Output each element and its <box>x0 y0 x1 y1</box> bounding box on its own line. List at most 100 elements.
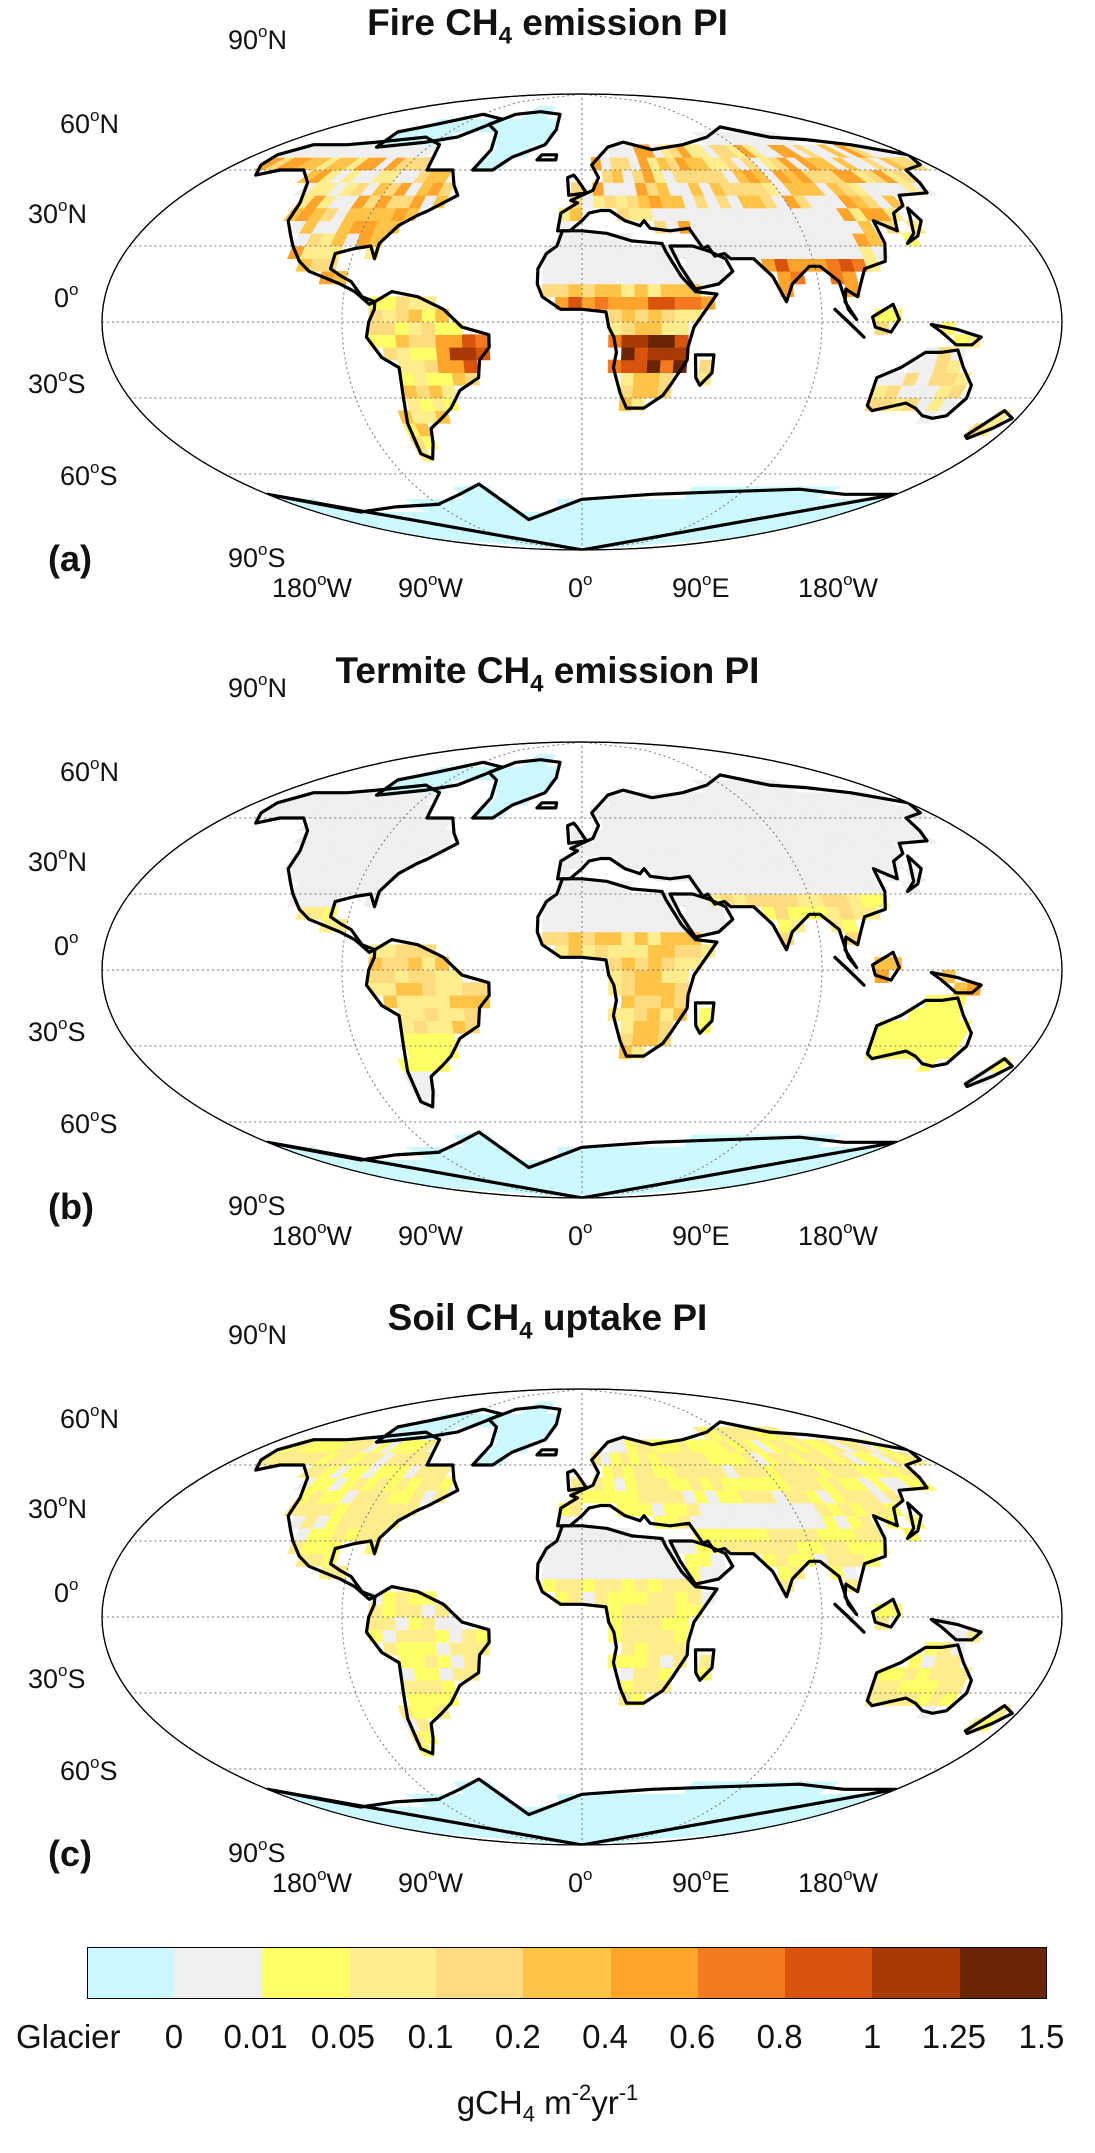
coastline-nz <box>963 1704 1014 1736</box>
land-cell <box>381 1591 397 1605</box>
land-cell <box>594 931 609 946</box>
land-cell <box>620 1007 635 1022</box>
land-cell <box>440 1032 457 1047</box>
coastline-australia <box>865 996 973 1068</box>
land-cell <box>581 233 595 247</box>
land-cell <box>568 1578 583 1593</box>
land-cell <box>381 956 396 971</box>
land-cell <box>709 1553 726 1567</box>
land-cell <box>581 893 596 907</box>
land-cell <box>659 1566 675 1580</box>
land-cell <box>607 258 622 272</box>
colorbar-tick-label: 0.8 <box>756 2018 803 2055</box>
land-cell <box>463 359 479 374</box>
land-cell <box>674 944 689 958</box>
land-cell <box>659 919 675 933</box>
land-cell <box>555 1578 570 1593</box>
land-cell <box>581 1553 596 1567</box>
land-cell <box>574 1806 583 1821</box>
land-cell <box>409 1641 425 1656</box>
colorbar-cell <box>697 1947 786 1999</box>
land-cell <box>607 1578 623 1593</box>
land-cell <box>425 372 442 386</box>
land-cell <box>607 1566 622 1580</box>
land-cell <box>646 1654 662 1669</box>
land-cell <box>461 334 477 348</box>
coastline-africa <box>535 1524 719 1705</box>
meridian-line <box>341 1388 583 1846</box>
coastline-antarctica <box>266 482 898 550</box>
lat-label: 90oN <box>228 1317 288 1350</box>
colorbar-cell <box>348 1947 437 1999</box>
land-cell <box>568 931 583 946</box>
land-cell <box>421 321 436 336</box>
land-cell <box>475 334 490 348</box>
land-cell <box>592 1490 606 1504</box>
lon-label: 180oW <box>272 570 353 603</box>
land-cell <box>647 1591 663 1605</box>
land-cell <box>687 1591 703 1605</box>
land-cell <box>451 1020 468 1034</box>
colorbar-cell <box>174 1947 263 1999</box>
land-cell <box>569 881 583 895</box>
land-cell <box>594 1591 609 1605</box>
land-cell <box>603 843 617 857</box>
land-cell <box>647 346 662 361</box>
land-cell <box>435 346 451 361</box>
land-cell <box>674 296 689 310</box>
land-cell <box>660 1578 676 1593</box>
land-cell <box>608 296 623 310</box>
land-cell <box>555 931 570 946</box>
land-cell <box>646 1007 662 1022</box>
land-cell <box>647 1641 662 1656</box>
land-cell <box>632 906 648 920</box>
land-cell <box>620 1654 635 1669</box>
colorbar-cell <box>785 1947 873 1999</box>
land-cell <box>408 956 423 971</box>
land-cell <box>620 906 635 920</box>
land-cell <box>593 233 608 247</box>
land-cell <box>555 271 570 285</box>
land-cell <box>381 944 397 958</box>
land-cell <box>647 994 662 1009</box>
land-cell <box>462 994 478 1009</box>
colorbar-glacier-label: Glacier <box>16 2018 121 2055</box>
land-cell <box>394 969 410 984</box>
land-cell <box>709 258 726 272</box>
lat-label: 30oS <box>28 366 86 399</box>
land-cell <box>581 843 594 857</box>
land-cell <box>607 906 622 920</box>
land-cell <box>408 321 423 336</box>
land-cell <box>434 1616 450 1631</box>
land-cell <box>394 308 410 323</box>
land-cell <box>633 919 649 933</box>
land-cell <box>461 1629 477 1643</box>
meridian-line <box>581 1388 823 1846</box>
land-cell <box>462 1641 478 1656</box>
land-cell <box>614 1490 629 1504</box>
land-cell <box>462 346 478 361</box>
land-cell <box>368 321 383 336</box>
land-cell <box>602 182 616 196</box>
coastlines <box>254 110 1014 550</box>
land-cell <box>581 1528 595 1542</box>
map-border <box>101 93 1063 551</box>
land-cell <box>631 384 647 399</box>
land-cell <box>412 1667 429 1681</box>
land-cell <box>659 1654 675 1669</box>
land-cell <box>632 1020 648 1034</box>
lat-label: 90oS <box>228 1835 286 1868</box>
land-cell <box>581 1146 591 1161</box>
land-cell <box>440 384 457 399</box>
land-cell <box>410 1654 427 1669</box>
land-cell <box>621 944 636 958</box>
land-cell <box>634 1629 649 1643</box>
land-cell <box>674 334 689 348</box>
land-cell <box>632 372 648 386</box>
land-cell <box>607 1553 622 1567</box>
land-cell <box>451 1667 468 1681</box>
lon-label: 90oW <box>398 1218 463 1251</box>
colorbar-tick-label: 1 <box>862 2018 882 2055</box>
land-cell <box>607 931 623 946</box>
land-cell <box>621 1591 636 1605</box>
